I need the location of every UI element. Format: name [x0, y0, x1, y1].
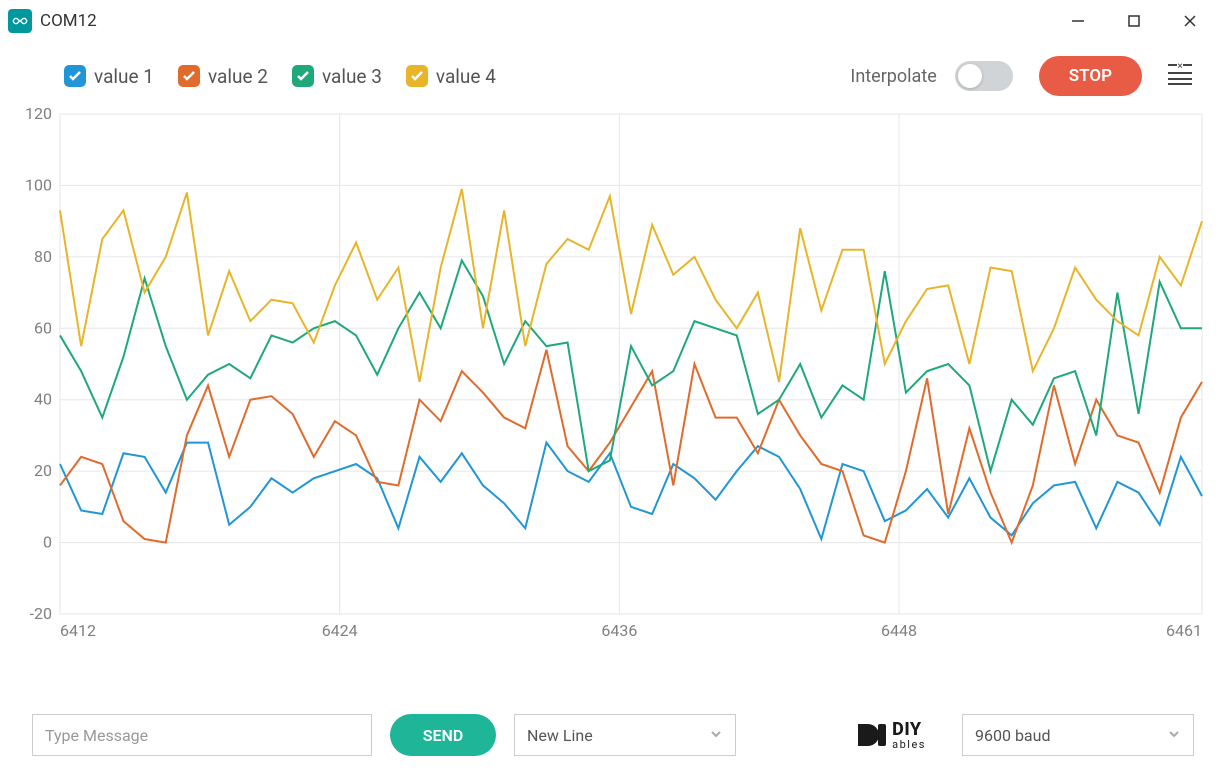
- svg-text:-20: -20: [30, 604, 52, 623]
- line-ending-dropdown[interactable]: New Line: [514, 714, 736, 756]
- legend: value 1 value 2 value 3 value 4: [64, 65, 496, 88]
- svg-text:6424: 6424: [322, 621, 358, 640]
- chevron-down-icon: [709, 726, 723, 745]
- maximize-button[interactable]: [1106, 0, 1162, 42]
- legend-label: value 4: [436, 65, 496, 88]
- baud-rate-dropdown[interactable]: 9600 baud: [962, 714, 1194, 756]
- legend-label: value 2: [208, 65, 268, 88]
- legend-checkbox: [406, 65, 428, 87]
- svg-text:6461: 6461: [1166, 621, 1202, 640]
- stop-button[interactable]: STOP: [1039, 56, 1142, 96]
- svg-text:60: 60: [34, 318, 52, 337]
- toggle-knob: [958, 64, 982, 88]
- diyables-logo: DIY ables: [856, 720, 926, 750]
- legend-item-2[interactable]: value 3: [292, 65, 382, 88]
- app-icon: [8, 9, 32, 33]
- window-title: COM12: [40, 11, 97, 31]
- serial-plot: 6412 6424 6436 6448 6461 -20 0 20 40 60 80 100 120: [10, 106, 1210, 646]
- svg-text:80: 80: [34, 247, 52, 266]
- toolbar: value 1 value 2 value 3 value 4 Interpol…: [0, 42, 1226, 106]
- svg-text:0: 0: [43, 533, 52, 552]
- legend-checkbox: [292, 65, 314, 87]
- legend-item-1[interactable]: value 2: [178, 65, 268, 88]
- logo-text-top: DIY: [892, 721, 926, 739]
- svg-text:120: 120: [25, 106, 52, 123]
- chevron-down-icon: [1167, 726, 1181, 745]
- legend-item-3[interactable]: value 4: [406, 65, 496, 88]
- interpolate-toggle[interactable]: [955, 61, 1013, 91]
- svg-text:20: 20: [34, 461, 52, 480]
- svg-text:100: 100: [25, 175, 52, 194]
- message-input[interactable]: [32, 714, 372, 756]
- legend-label: value 3: [322, 65, 382, 88]
- minimize-button[interactable]: [1050, 0, 1106, 42]
- close-button[interactable]: [1162, 0, 1218, 42]
- svg-text:×: ×: [1177, 63, 1182, 72]
- legend-checkbox: [64, 65, 86, 87]
- logo-text-sub: ables: [892, 739, 926, 750]
- svg-text:6436: 6436: [601, 621, 637, 640]
- legend-checkbox: [178, 65, 200, 87]
- line-ending-value: New Line: [527, 726, 593, 745]
- title-bar: COM12: [0, 0, 1226, 42]
- legend-label: value 1: [94, 65, 154, 88]
- legend-item-0[interactable]: value 1: [64, 65, 154, 88]
- svg-text:6412: 6412: [60, 621, 96, 640]
- footer-bar: SEND New Line DIY ables 9600 baud: [0, 714, 1226, 756]
- svg-text:6448: 6448: [881, 621, 917, 640]
- svg-text:40: 40: [34, 390, 52, 409]
- baud-rate-value: 9600 baud: [975, 726, 1050, 745]
- send-button[interactable]: SEND: [390, 714, 496, 756]
- interpolate-label: Interpolate: [850, 66, 936, 87]
- axis-settings-icon[interactable]: ×: [1168, 63, 1192, 89]
